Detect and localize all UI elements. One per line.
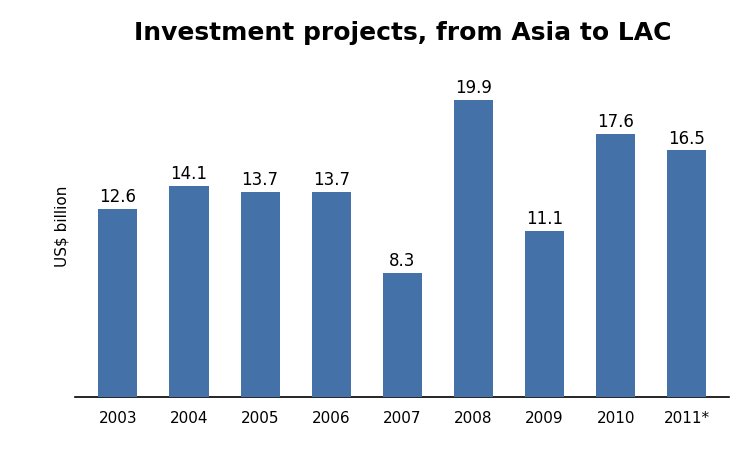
Y-axis label: US$ billion: US$ billion bbox=[55, 185, 70, 266]
Bar bbox=[667, 151, 706, 397]
Bar bbox=[454, 100, 493, 397]
Title: Investment projects, from Asia to LAC: Investment projects, from Asia to LAC bbox=[134, 21, 671, 45]
Text: 16.5: 16.5 bbox=[669, 129, 705, 147]
Bar bbox=[99, 209, 138, 397]
Bar bbox=[169, 187, 208, 397]
Bar bbox=[383, 273, 422, 397]
Bar bbox=[596, 134, 635, 397]
Text: 19.9: 19.9 bbox=[455, 78, 492, 97]
Text: 11.1: 11.1 bbox=[526, 210, 563, 228]
Text: 13.7: 13.7 bbox=[241, 171, 278, 189]
Bar bbox=[311, 193, 350, 397]
Bar bbox=[525, 231, 564, 397]
Text: 13.7: 13.7 bbox=[313, 171, 350, 189]
Bar bbox=[241, 193, 280, 397]
Text: 14.1: 14.1 bbox=[171, 165, 208, 183]
Text: 8.3: 8.3 bbox=[389, 252, 416, 269]
Text: 17.6: 17.6 bbox=[597, 113, 634, 131]
Text: 12.6: 12.6 bbox=[99, 188, 136, 205]
